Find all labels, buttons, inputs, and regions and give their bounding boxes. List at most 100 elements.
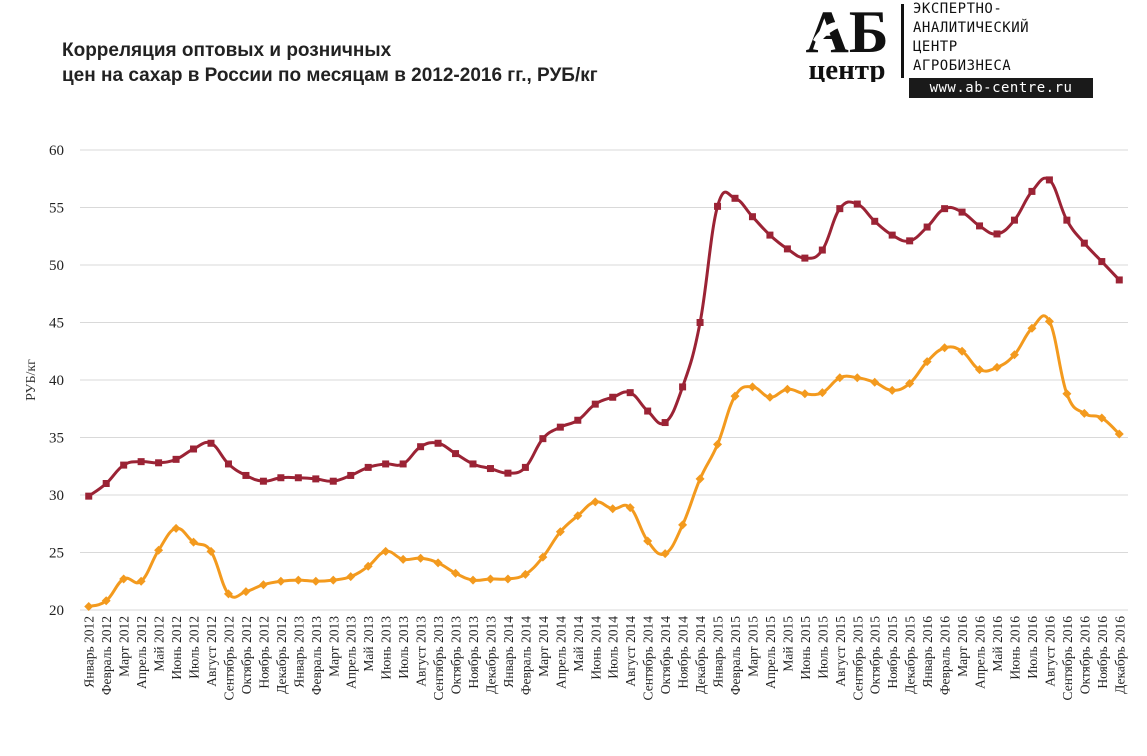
x-tick-label: Январь 2016 bbox=[920, 616, 935, 688]
x-tick-label: Февраль 2013 bbox=[309, 616, 324, 695]
data-point-wholesale bbox=[660, 549, 670, 559]
chart-title: Корреляция оптовых и розничных цен на са… bbox=[62, 38, 598, 88]
data-point-retail bbox=[521, 463, 529, 471]
logo-text: ЭКСПЕРТНО- АНАЛИТИЧЕСКИЙ ЦЕНТР АГРОБИЗНЕ… bbox=[913, 0, 1029, 76]
x-tick-label: Июль 2016 bbox=[1025, 616, 1040, 679]
y-tick-label: 30 bbox=[49, 488, 64, 504]
data-point-retail bbox=[1080, 239, 1088, 247]
x-tick-label: Ноябрь 2013 bbox=[466, 616, 481, 689]
data-point-retail bbox=[609, 393, 617, 401]
data-point-wholesale bbox=[101, 596, 111, 606]
data-point-wholesale bbox=[1079, 408, 1089, 418]
data-point-retail bbox=[1098, 258, 1106, 266]
logo-text-line: ЭКСПЕРТНО- bbox=[913, 1, 1003, 17]
data-point-retail bbox=[661, 419, 669, 427]
data-point-wholesale bbox=[800, 389, 810, 399]
chart-title-line2: цен на сахар в России по месяцам в 2012-… bbox=[62, 65, 598, 86]
data-point-retail bbox=[207, 439, 215, 447]
data-point-retail bbox=[923, 223, 931, 231]
data-point-retail bbox=[853, 200, 861, 208]
data-point-wholesale bbox=[451, 568, 461, 578]
data-point-wholesale bbox=[154, 545, 164, 555]
data-point-retail bbox=[137, 458, 145, 466]
data-point-wholesale bbox=[503, 574, 513, 584]
data-point-wholesale bbox=[957, 346, 967, 356]
x-tick-label: Август 2012 bbox=[204, 616, 219, 687]
data-point-wholesale bbox=[713, 439, 723, 449]
x-tick-label: Апрель 2013 bbox=[344, 616, 359, 689]
x-tick-label: Март 2013 bbox=[326, 616, 341, 677]
x-tick-label: Июнь 2016 bbox=[1007, 616, 1022, 680]
logo-text-line: АГРОБИЗНЕСА bbox=[913, 58, 1012, 74]
data-point-retail bbox=[190, 445, 198, 453]
x-tick-label: Май 2014 bbox=[571, 616, 586, 672]
x-tick-label: Ноябрь 2012 bbox=[256, 616, 271, 689]
y-tick-label: 25 bbox=[49, 546, 64, 562]
x-tick-label: Сентябрь 2015 bbox=[850, 616, 865, 701]
x-tick-label: Октябрь 2013 bbox=[449, 616, 464, 694]
data-point-retail bbox=[155, 459, 163, 467]
y-tick-labels: 20 25 30 35 40 45 50 55 60 bbox=[49, 143, 64, 619]
x-tick-label: Апрель 2012 bbox=[134, 616, 149, 689]
data-point-retail bbox=[504, 469, 512, 477]
x-tick-label: Март 2016 bbox=[955, 616, 970, 677]
data-point-wholesale bbox=[1027, 323, 1037, 333]
y-tick-label: 55 bbox=[49, 201, 64, 217]
x-tick-label: Март 2015 bbox=[745, 616, 760, 677]
x-tick-label: Июнь 2013 bbox=[379, 616, 394, 680]
x-tick-label: Октябрь 2012 bbox=[239, 616, 254, 694]
y-tick-label: 40 bbox=[49, 373, 64, 389]
data-point-wholesale bbox=[276, 576, 286, 586]
data-point-wholesale bbox=[573, 511, 583, 521]
x-tick-label: Ноябрь 2016 bbox=[1095, 616, 1110, 689]
data-point-retail bbox=[452, 450, 460, 458]
x-tick-label: Январь 2014 bbox=[501, 616, 516, 688]
data-point-wholesale bbox=[643, 536, 653, 546]
data-point-retail bbox=[766, 231, 774, 239]
data-point-retail bbox=[364, 463, 372, 471]
data-point-retail bbox=[102, 480, 110, 487]
data-point-wholesale bbox=[975, 365, 985, 375]
data-point-wholesale bbox=[328, 575, 338, 585]
data-point-wholesale bbox=[887, 385, 897, 395]
x-tick-label: Август 2013 bbox=[414, 616, 429, 687]
data-point-retail bbox=[1010, 216, 1018, 224]
x-tick-label: Февраль 2016 bbox=[938, 616, 953, 695]
x-tick-label: Июнь 2014 bbox=[588, 616, 603, 680]
data-point-retail bbox=[399, 460, 407, 468]
data-point-wholesale bbox=[555, 527, 565, 537]
x-tick-label: Декабрь 2013 bbox=[483, 616, 498, 694]
data-point-retail bbox=[1063, 216, 1071, 224]
data-point-retail bbox=[277, 474, 285, 482]
logo-url: www.ab-centre.ru bbox=[909, 78, 1093, 98]
x-tick-label: Август 2014 bbox=[623, 616, 638, 687]
data-point-retail bbox=[801, 254, 809, 262]
data-point-retail bbox=[836, 205, 844, 213]
data-point-wholesale bbox=[1062, 389, 1072, 399]
y-tick-label: 45 bbox=[49, 316, 64, 332]
data-point-retail bbox=[1028, 187, 1036, 195]
x-tick-label: Август 2015 bbox=[833, 616, 848, 687]
x-tick-label: Январь 2012 bbox=[82, 616, 97, 688]
data-point-retail bbox=[748, 213, 756, 221]
x-tick-label: Август 2016 bbox=[1042, 616, 1057, 687]
x-tick-label: Май 2015 bbox=[780, 616, 795, 672]
data-point-wholesale bbox=[905, 378, 915, 388]
data-point-wholesale bbox=[922, 357, 932, 367]
x-tick-label: Октябрь 2015 bbox=[868, 616, 883, 694]
x-tick-label: Апрель 2014 bbox=[553, 616, 568, 689]
data-point-retail bbox=[329, 477, 337, 485]
data-point-wholesale bbox=[258, 580, 268, 590]
leaf-icon bbox=[813, 21, 855, 44]
x-tick-label: Июнь 2012 bbox=[169, 616, 184, 680]
chart-title-line1: Корреляция оптовых и розничных bbox=[62, 40, 392, 61]
data-point-wholesale bbox=[119, 574, 129, 584]
x-tick-label: Декабрь 2015 bbox=[903, 616, 918, 694]
data-point-wholesale bbox=[852, 373, 862, 383]
data-point-retail bbox=[312, 475, 320, 483]
data-point-wholesale bbox=[433, 558, 443, 568]
data-point-retail bbox=[1045, 176, 1053, 184]
x-tick-label: Май 2013 bbox=[361, 616, 376, 672]
x-tick-label: Май 2016 bbox=[990, 616, 1005, 672]
data-point-retail bbox=[574, 416, 582, 424]
